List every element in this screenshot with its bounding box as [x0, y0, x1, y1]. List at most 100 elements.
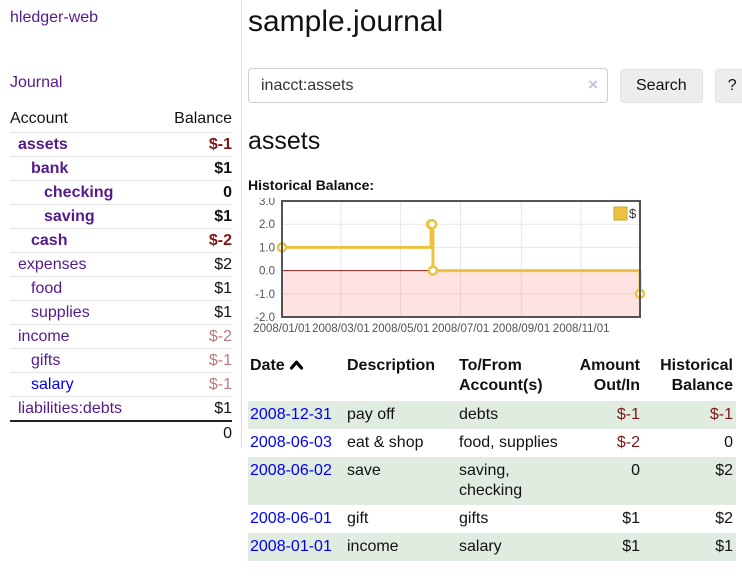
- transaction-date-link[interactable]: 2008-06-03: [250, 434, 332, 451]
- transaction-accounts: salary: [459, 538, 502, 555]
- account-row: cash $-2: [10, 228, 232, 253]
- legend-swatch: [613, 206, 628, 221]
- svg-text:2.0: 2.0: [259, 219, 275, 231]
- transaction-balance: $1: [715, 538, 733, 555]
- account-link-gifts[interactable]: gifts: [31, 351, 61, 369]
- transaction-row: 2008-06-03 eat & shop food, supplies $-2 0: [248, 429, 736, 457]
- svg-text:1.0: 1.0: [259, 242, 275, 254]
- transaction-date-link[interactable]: 2008-06-02: [250, 462, 332, 479]
- account-balance: $-1: [156, 348, 232, 373]
- account-link-expenses[interactable]: expenses: [18, 255, 87, 273]
- col-amount: Amount Out/In: [579, 357, 640, 394]
- legend-label: $: [629, 206, 637, 221]
- transaction-accounts: gifts: [459, 510, 489, 527]
- account-link-food[interactable]: food: [31, 279, 63, 297]
- account-balance: $-1: [156, 372, 232, 397]
- svg-text:0.0: 0.0: [259, 266, 275, 278]
- transaction-row: 2008-01-01 income salary $1 $1: [248, 533, 736, 561]
- transaction-description: eat & shop: [347, 434, 424, 451]
- search-form: × Search ?: [248, 68, 742, 103]
- col-description: Description: [347, 357, 436, 374]
- help-button[interactable]: ?: [714, 68, 742, 103]
- transaction-row: 2008-06-02 save saving, checking 0 $2: [248, 457, 736, 505]
- accounts-total-value: 0: [156, 420, 232, 445]
- account-balance: $1: [156, 276, 232, 301]
- col-date[interactable]: Date: [248, 353, 345, 401]
- account-link-liabilities-debts[interactable]: liabilities:debts: [18, 399, 123, 417]
- historical-balance-chart: $3.0 2.0 1.0 0.0 -1.0 -2.0 2008/01/01 2008/03/0…: [248, 196, 738, 341]
- transaction-description: income: [347, 538, 399, 555]
- transaction-balance: $2: [715, 462, 733, 479]
- svg-text:-1.0: -1.0: [255, 289, 275, 301]
- search-input[interactable]: [248, 68, 608, 103]
- svg-text:2008/01/01: 2008/01/01: [253, 323, 311, 335]
- svg-text:2008/09/01: 2008/09/01: [493, 323, 551, 335]
- account-row: gifts $-1: [10, 348, 232, 373]
- svg-text:2008/11/01: 2008/11/01: [553, 323, 610, 335]
- col-balance: Historical Balance: [660, 357, 733, 394]
- account-balance: 0: [156, 180, 232, 205]
- transactions-table: Date Description To/From Account(s) Amou…: [248, 353, 736, 561]
- svg-text:3.0: 3.0: [259, 198, 275, 208]
- svg-text:-2.0: -2.0: [255, 312, 275, 324]
- account-link-bank[interactable]: bank: [31, 159, 69, 177]
- transaction-accounts: debts: [459, 406, 499, 423]
- transaction-date-link[interactable]: 2008-06-01: [250, 510, 332, 527]
- account-balance: $1: [156, 204, 232, 229]
- account-link-income[interactable]: income: [18, 327, 70, 345]
- account-balance: $-2: [156, 324, 232, 349]
- data-point-marker: [426, 218, 438, 230]
- account-link-supplies[interactable]: supplies: [31, 303, 90, 321]
- negative-region: [282, 270, 640, 317]
- account-link-assets[interactable]: assets: [18, 135, 68, 153]
- account-balance: $-2: [156, 228, 232, 253]
- transaction-description: gift: [347, 510, 369, 527]
- transaction-balance: 0: [724, 434, 733, 451]
- accounts-col-balance: Balance: [174, 110, 232, 127]
- transaction-amount: $-1: [616, 406, 640, 423]
- account-link-salary[interactable]: salary: [31, 375, 74, 393]
- account-link-saving[interactable]: saving: [44, 207, 95, 225]
- sort-ascending-icon[interactable]: [289, 359, 304, 370]
- account-balance: $2: [156, 252, 232, 277]
- transaction-balance: $-1: [709, 406, 733, 423]
- account-row: checking 0: [10, 180, 232, 205]
- transaction-date-link[interactable]: 2008-12-31: [250, 406, 332, 423]
- sidebar: hledger-web Journal Account Balance asse…: [0, 0, 242, 447]
- sidebar-item-journal[interactable]: Journal: [10, 74, 63, 91]
- account-row: saving $1: [10, 204, 232, 229]
- transaction-amount: 0: [631, 462, 640, 479]
- transaction-date-link[interactable]: 2008-01-01: [250, 538, 332, 555]
- account-row: expenses $2: [10, 252, 232, 277]
- account-link-checking[interactable]: checking: [44, 183, 114, 201]
- chart-title: Historical Balance:: [248, 177, 375, 193]
- transaction-amount: $-2: [616, 434, 640, 451]
- account-row: food $1: [10, 276, 232, 301]
- account-row: assets $-1: [10, 132, 232, 157]
- svg-text:2008/05/01: 2008/05/01: [372, 323, 430, 335]
- transaction-description: pay off: [347, 406, 395, 423]
- accounts-col-account: Account: [10, 110, 68, 127]
- transaction-accounts: food, supplies: [459, 434, 558, 451]
- transaction-amount: $1: [622, 510, 640, 527]
- transaction-row: 2008-12-31 pay off debts $-1 $-1: [248, 401, 736, 429]
- transaction-row: 2008-06-01 gift gifts $1 $2: [248, 505, 736, 533]
- account-balance: $1: [156, 396, 232, 421]
- account-row: supplies $1: [10, 300, 232, 325]
- account-balance: $1: [156, 156, 232, 181]
- account-link-cash[interactable]: cash: [31, 231, 68, 249]
- svg-text:2008/07/01: 2008/07/01: [432, 323, 490, 335]
- account-row: liabilities:debts $1: [10, 396, 232, 421]
- search-button[interactable]: Search: [620, 68, 703, 103]
- col-accounts: To/From Account(s): [459, 357, 543, 394]
- clear-search-icon[interactable]: ×: [588, 75, 598, 94]
- svg-text:2008/03/01: 2008/03/01: [312, 323, 370, 335]
- account-row: income $-2: [10, 324, 232, 349]
- account-balance: $-1: [156, 132, 232, 157]
- transaction-accounts: saving, checking: [459, 462, 523, 499]
- account-heading: assets: [248, 127, 321, 155]
- account-balance: $1: [156, 300, 232, 325]
- brand-link[interactable]: hledger-web: [10, 9, 99, 26]
- main-content: sample.journal × Search ? assets Histori…: [248, 0, 742, 561]
